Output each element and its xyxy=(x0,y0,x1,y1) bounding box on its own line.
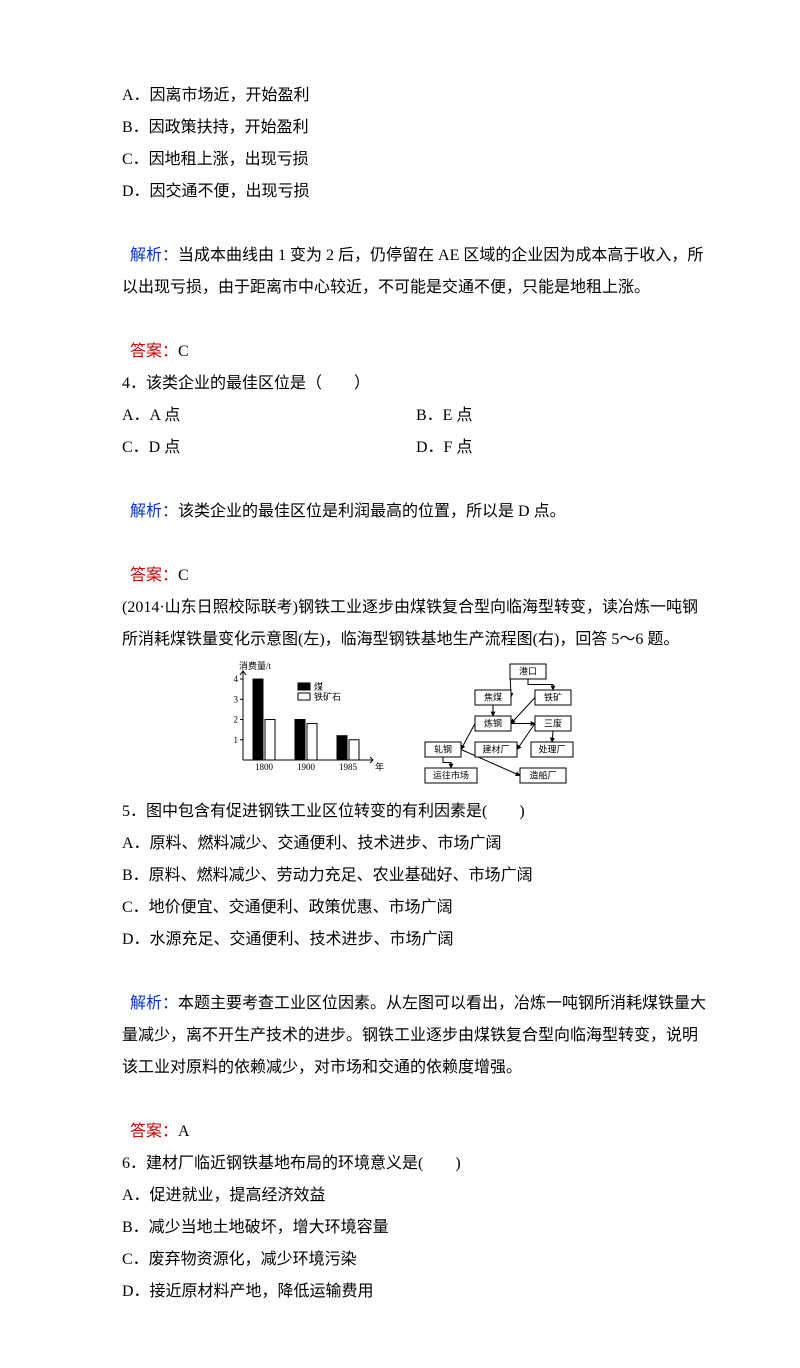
q3-daan: C xyxy=(178,343,189,360)
q4-option-d: D．F 点 xyxy=(416,432,710,464)
q5-explanation: 解析：本题主要考查工业区位因素。从左图可以看出，冶炼一吨钢所消耗煤铁量大量减少，… xyxy=(90,956,710,1084)
svg-text:3: 3 xyxy=(234,694,239,704)
q6-stem: 6．建材厂临近钢铁基地布局的环境意义是( ) xyxy=(90,1148,710,1180)
svg-text:轧钢: 轧钢 xyxy=(434,744,452,755)
q5-option-a: A．原料、燃料减少、交通便利、技术进步、市场广阔 xyxy=(90,828,710,860)
q5-jiexi-text: 本题主要考查工业区位因素。从左图可以看出，冶炼一吨钢所消耗煤铁量大量减少，离不开… xyxy=(122,995,706,1076)
q3-option-c: C．因地租上涨，出现亏损 xyxy=(90,144,710,176)
q4-answer: 答案：C xyxy=(90,528,710,592)
q6-option-c: C．废弃物资源化，减少环境污染 xyxy=(90,1244,710,1276)
svg-text:铁矿: 铁矿 xyxy=(544,692,562,703)
q4-option-c: C．D 点 xyxy=(122,432,416,464)
svg-text:铁矿石: 铁矿石 xyxy=(314,691,341,702)
q6-option-b: B．减少当地土地破坏，增大环境容量 xyxy=(90,1212,710,1244)
svg-text:2: 2 xyxy=(234,715,239,725)
svg-text:炼钢: 炼钢 xyxy=(484,718,502,729)
daan-label: 答案： xyxy=(130,343,178,360)
q4-option-b: B．E 点 xyxy=(416,400,710,432)
para-5-6-intro: (2014·山东日照校际联考)钢铁工业逐步由煤铁复合型向临海型转变，读冶炼一吨钢… xyxy=(90,592,710,656)
q4-jiexi-text: 该类企业的最佳区位是利润最高的位置，所以是 D 点。 xyxy=(178,503,566,520)
svg-text:4: 4 xyxy=(234,674,239,684)
svg-text:1: 1 xyxy=(234,735,239,745)
svg-text:1800: 1800 xyxy=(255,762,274,772)
q5-option-b: B．原料、燃料减少、劳动力充足、农业基础好、市场广阔 xyxy=(90,860,710,892)
svg-text:处理厂: 处理厂 xyxy=(538,744,565,755)
daan-label: 答案： xyxy=(130,567,178,584)
jiexi-label: 解析： xyxy=(130,503,178,520)
q4-explanation: 解析：该类企业的最佳区位是利润最高的位置，所以是 D 点。 xyxy=(90,464,710,528)
q4-daan: C xyxy=(178,567,189,584)
svg-text:造船厂: 造船厂 xyxy=(529,770,556,781)
svg-text:焦煤: 焦煤 xyxy=(484,692,502,703)
svg-text:1985: 1985 xyxy=(339,762,358,772)
svg-text:煤: 煤 xyxy=(314,681,323,692)
q6-option-a: A．促进就业，提高经济效益 xyxy=(90,1180,710,1212)
q5-stem: 5．图中包含有促进钢铁工业区位转变的有利因素是( ) xyxy=(90,796,710,828)
svg-text:建材厂: 建材厂 xyxy=(482,744,509,755)
q3-option-d: D．因交通不便，出现亏损 xyxy=(90,176,710,208)
svg-text:年: 年 xyxy=(375,761,384,772)
q5-option-d: D．水源充足、交通便利、技术进步、市场广阔 xyxy=(90,924,710,956)
q3-option-a: A．因离市场近，开始盈利 xyxy=(90,80,710,112)
q3-explanation: 解析：当成本曲线由 1 变为 2 后，仍停留在 AE 区域的企业因为成本高于收入… xyxy=(90,208,710,304)
jiexi-label: 解析： xyxy=(130,995,178,1012)
jiexi-label: 解析： xyxy=(130,247,178,264)
q4-stem: 4．该类企业的最佳区位是（ ） xyxy=(90,368,710,400)
q4-row1: A．A 点 B．E 点 xyxy=(90,400,710,432)
q4-option-a: A．A 点 xyxy=(122,400,416,432)
svg-text:港口: 港口 xyxy=(519,666,537,677)
q3-jiexi-text: 当成本曲线由 1 变为 2 后，仍停留在 AE 区域的企业因为成本高于收入，所以… xyxy=(122,247,703,296)
q4-row2: C．D 点 D．F 点 xyxy=(90,432,710,464)
q6-option-d: D．接近原材料产地，降低运输费用 xyxy=(90,1276,710,1308)
svg-text:1900: 1900 xyxy=(297,762,316,772)
figure-row: 消费量/t 1 2 3 4 1800 1900 1985 年 煤铁矿石 港口焦煤 铁矿炼钢 三废轧钢 建… xyxy=(90,660,710,790)
svg-text:三废: 三废 xyxy=(544,718,562,729)
q5-option-c: C．地价便宜、交通便利、政策优惠、市场广阔 xyxy=(90,892,710,924)
bar-chart: 消费量/t 1 2 3 4 1800 1900 1985 年 煤铁矿石 xyxy=(215,660,385,780)
svg-text:运往市场: 运往市场 xyxy=(433,770,469,781)
q3-answer: 答案：C xyxy=(90,304,710,368)
flow-chart: 港口焦煤 铁矿炼钢 三废轧钢 建材厂 处理厂运往市场 造船厂 xyxy=(415,660,585,790)
q3-option-b: B．因政策扶持，开始盈利 xyxy=(90,112,710,144)
svg-text:消费量/t: 消费量/t xyxy=(239,660,272,671)
q5-answer: 答案：A xyxy=(90,1084,710,1148)
